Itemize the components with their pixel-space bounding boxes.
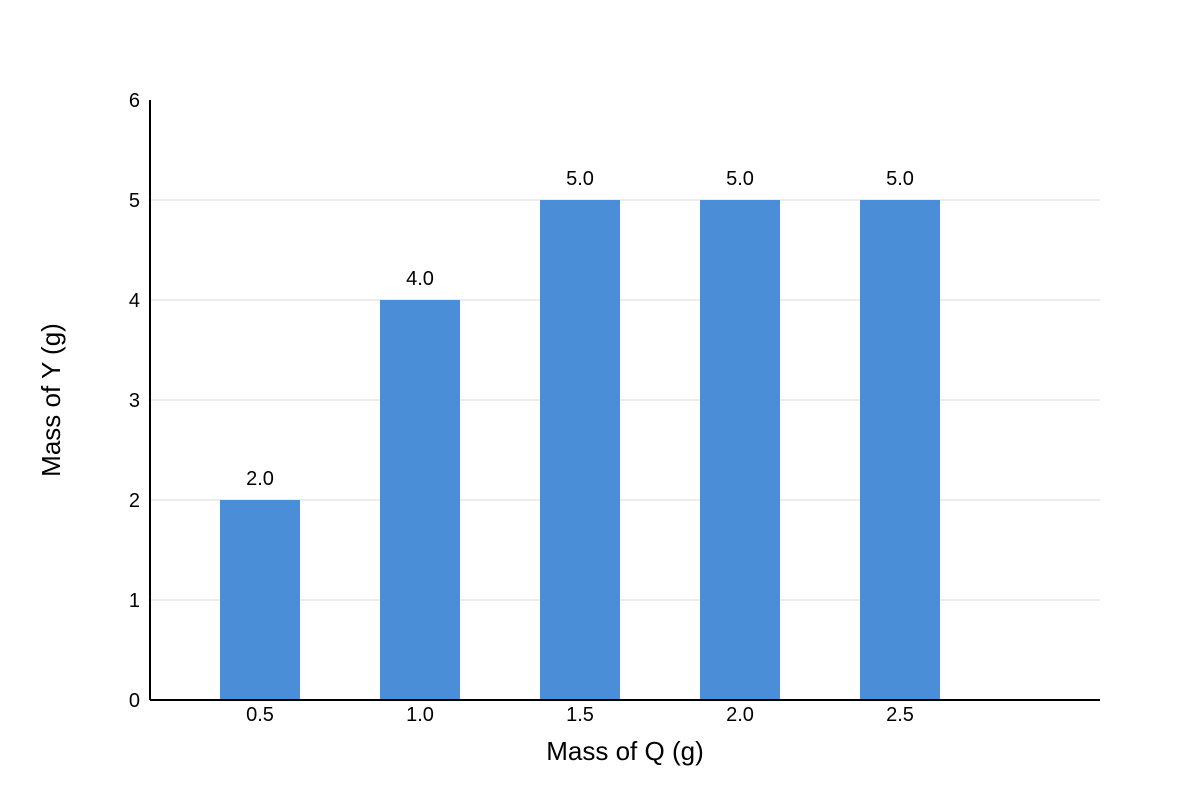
axes (149, 100, 1100, 701)
bar (380, 300, 460, 700)
bar-value-label: 5.0 (566, 168, 594, 190)
x-tick-label: 1.0 (406, 704, 434, 726)
y-tick-label: 6 (129, 90, 140, 112)
bar (220, 500, 300, 700)
bar-value-label: 5.0 (886, 168, 914, 190)
y-tick-label: 0 (129, 690, 140, 712)
y-tick-label: 5 (129, 190, 140, 212)
x-axis-title: Mass of Q (g) (546, 736, 703, 766)
x-tick-label: 2.0 (726, 704, 754, 726)
y-tick-label: 1 (129, 590, 140, 612)
x-tick-label: 0.5 (246, 704, 274, 726)
x-tick-label: 1.5 (566, 704, 594, 726)
x-tick-label: 2.5 (886, 704, 914, 726)
gridlines (150, 199, 1100, 601)
bar-value-label: 2.0 (246, 468, 274, 490)
y-tick-label: 2 (129, 490, 140, 512)
y-tick-label: 3 (129, 390, 140, 412)
bar-value-label: 4.0 (406, 268, 434, 290)
bar (700, 200, 780, 700)
y-tick-label: 4 (129, 290, 140, 312)
bars (220, 200, 940, 700)
bar-value-label: 5.0 (726, 168, 754, 190)
y-axis-title: Mass of Y (g) (36, 323, 66, 477)
bar (540, 200, 620, 700)
labels: 0 1 2 3 4 5 6 2.0 0.5 4.0 1.0 5.0 1.5 5.0 2.0 5.0 2.5 (129, 90, 914, 726)
bar (860, 200, 940, 700)
